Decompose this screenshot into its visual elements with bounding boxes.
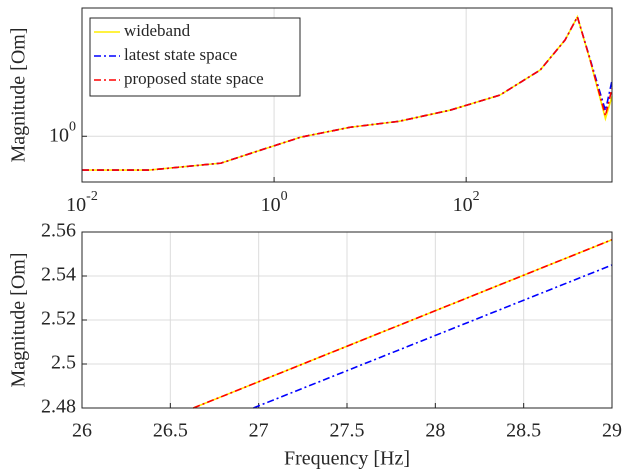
y-tick-label: 2.5 xyxy=(51,352,76,374)
y-tick-label: 2.54 xyxy=(41,264,76,286)
x-tick-label: 28 xyxy=(425,420,445,442)
y-tick-label: 2.48 xyxy=(41,396,76,418)
legend-box xyxy=(89,17,301,97)
y-tick-label: 2.52 xyxy=(41,308,76,330)
x-tick-label: 100 xyxy=(261,189,288,215)
legend: wideband latest state space proposed state… xyxy=(89,17,301,97)
y-axis-label: Magnitude [Om] xyxy=(8,28,30,163)
y-axis-label: Magnitude [Om] xyxy=(8,253,30,388)
legend-label: latest state space xyxy=(124,45,237,64)
x-tick-label: 26.5 xyxy=(153,420,188,442)
x-tick-label: 26 xyxy=(72,420,92,442)
x-tick-label: 29 xyxy=(602,420,622,442)
x-tick-label: 27 xyxy=(249,420,269,442)
legend-label: proposed state space xyxy=(124,69,264,88)
series-line xyxy=(82,14,613,171)
x-axis-label: Frequency [Hz] xyxy=(284,448,410,470)
y-tick-label: 100 xyxy=(49,119,76,145)
axes-frame xyxy=(81,231,613,409)
axes-frame xyxy=(81,7,613,183)
x-tick-label: 28.5 xyxy=(506,420,541,442)
legend-label: wideband xyxy=(124,21,191,40)
series-line xyxy=(253,264,613,409)
y-tick-label: 2.56 xyxy=(41,220,76,242)
x-tick-label: 10-2 xyxy=(66,189,98,215)
x-tick-label: 102 xyxy=(453,189,480,215)
series-line xyxy=(193,238,613,409)
x-tick-label: 27.5 xyxy=(330,420,365,442)
